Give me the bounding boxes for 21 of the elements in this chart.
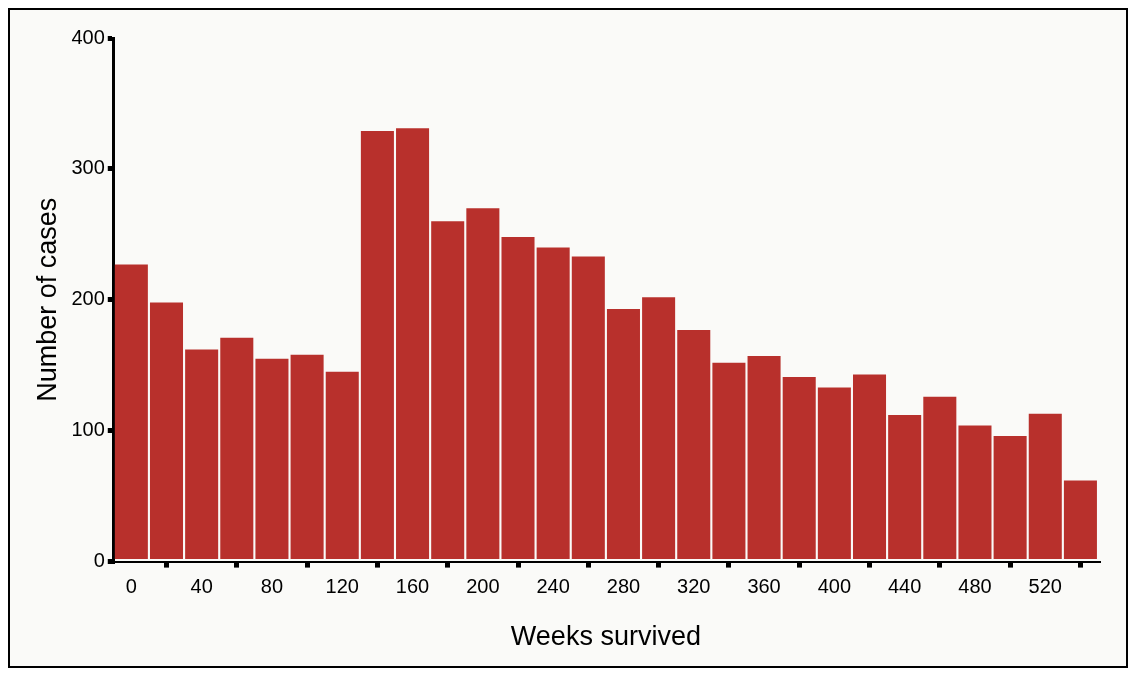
x-tick-label: 360 [747, 575, 781, 598]
y-axis-title: Number of cases [31, 197, 62, 402]
x-tick-label: 200 [466, 575, 500, 598]
x-tick-label: 400 [817, 575, 852, 598]
x-tick-label: 160 [395, 575, 430, 598]
y-tick-label: 0 [93, 549, 105, 572]
x-tick-label: 440 [887, 575, 922, 598]
y-tick-label: 300 [71, 156, 105, 179]
x-tick-label: 120 [325, 575, 359, 598]
x-axis-title: Weeks survived [510, 621, 701, 652]
y-tick-label: 200 [71, 287, 105, 310]
y-tick-label: 400 [71, 25, 105, 48]
x-tick-label: 80 [260, 575, 284, 598]
x-tick-label: 480 [958, 575, 992, 598]
x-tick-label: 320 [677, 575, 711, 598]
x-tick-label: 240 [536, 575, 570, 598]
x-tick-label: 0 [125, 575, 137, 598]
y-tick-label: 100 [71, 418, 105, 441]
x-tick-label: 520 [1028, 575, 1062, 598]
x-tick-label: 280 [606, 575, 641, 598]
x-tick-label: 40 [190, 575, 213, 598]
